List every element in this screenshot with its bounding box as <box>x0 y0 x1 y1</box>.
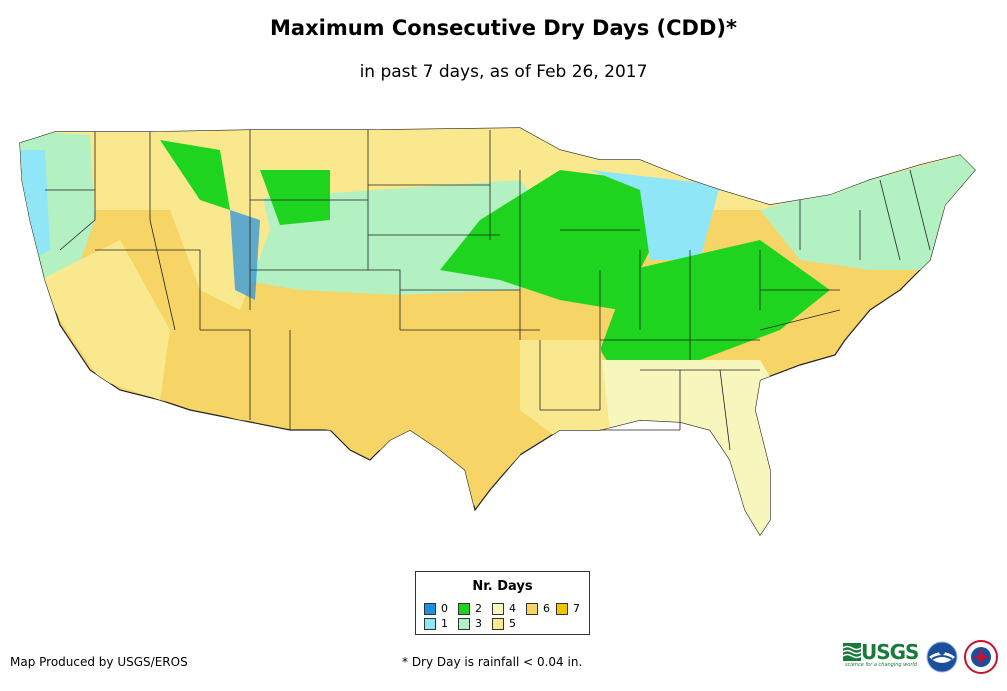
legend-label: 4 <box>509 602 516 615</box>
state-borders <box>45 130 931 451</box>
legend-swatch <box>492 617 504 630</box>
region-3days-northeast <box>760 150 975 270</box>
legend-label: 1 <box>441 617 448 630</box>
region-0days-utah <box>230 210 260 300</box>
usgs-logo: USGS science for a changing world <box>843 642 919 674</box>
map-svg <box>19 127 976 537</box>
legend-item-5: 5 <box>492 617 516 630</box>
legend-item-7: 7 <box>556 602 580 615</box>
usgs-wordmark: USGS <box>861 640 919 664</box>
noaa-logo-icon <box>926 641 958 673</box>
map-title: Maximum Consecutive Dry Days (CDD)* <box>270 16 737 40</box>
region-6days-southwest <box>160 310 520 510</box>
legend-item-0: 0 <box>424 602 448 615</box>
legend-label: 3 <box>475 617 482 630</box>
legend-swatch <box>424 602 436 615</box>
legend-swatch <box>458 602 470 615</box>
legend-swatch <box>458 617 470 630</box>
legend-label: 5 <box>509 617 516 630</box>
region-2days-idaho <box>160 140 230 210</box>
region-5days-california <box>40 240 170 400</box>
legend-item-1: 1 <box>424 617 448 630</box>
region-2days-wyoming <box>260 170 330 225</box>
region-1day-greatlakes <box>590 170 720 260</box>
legend-item-2: 2 <box>458 602 482 615</box>
legend-label: 6 <box>543 602 550 615</box>
legend-swatch <box>556 602 568 615</box>
nws-logo-icon <box>964 640 998 674</box>
legend-title: Nr. Days <box>472 579 533 594</box>
usgs-tagline: science for a changing world <box>845 662 917 668</box>
legend-swatch <box>492 602 504 615</box>
region-2days-ohio-valley <box>600 240 830 380</box>
region-1day-coast <box>20 150 50 260</box>
usgs-waves-icon <box>843 643 861 661</box>
map-subtitle: in past 7 days, as of Feb 26, 2017 <box>359 62 648 82</box>
us-cdd-map <box>0 110 1007 550</box>
region-2days-midwest <box>440 170 650 310</box>
dry-day-footnote: * Dry Day is rainfall < 0.04 in. <box>402 655 583 669</box>
legend-box: Nr. Days 0 1 2 3 4 5 6 7 <box>415 571 590 635</box>
legend-label: 2 <box>475 602 482 615</box>
legend-swatch <box>526 602 538 615</box>
legend-item-4: 4 <box>492 602 516 615</box>
legend-item-6: 6 <box>526 602 550 615</box>
legend-item-3: 3 <box>458 617 482 630</box>
legend-label: 7 <box>573 602 580 615</box>
legend-label: 0 <box>441 602 448 615</box>
legend-swatch <box>424 617 436 630</box>
map-credit: Map Produced by USGS/EROS <box>10 655 188 669</box>
region-5days-south <box>520 340 610 440</box>
